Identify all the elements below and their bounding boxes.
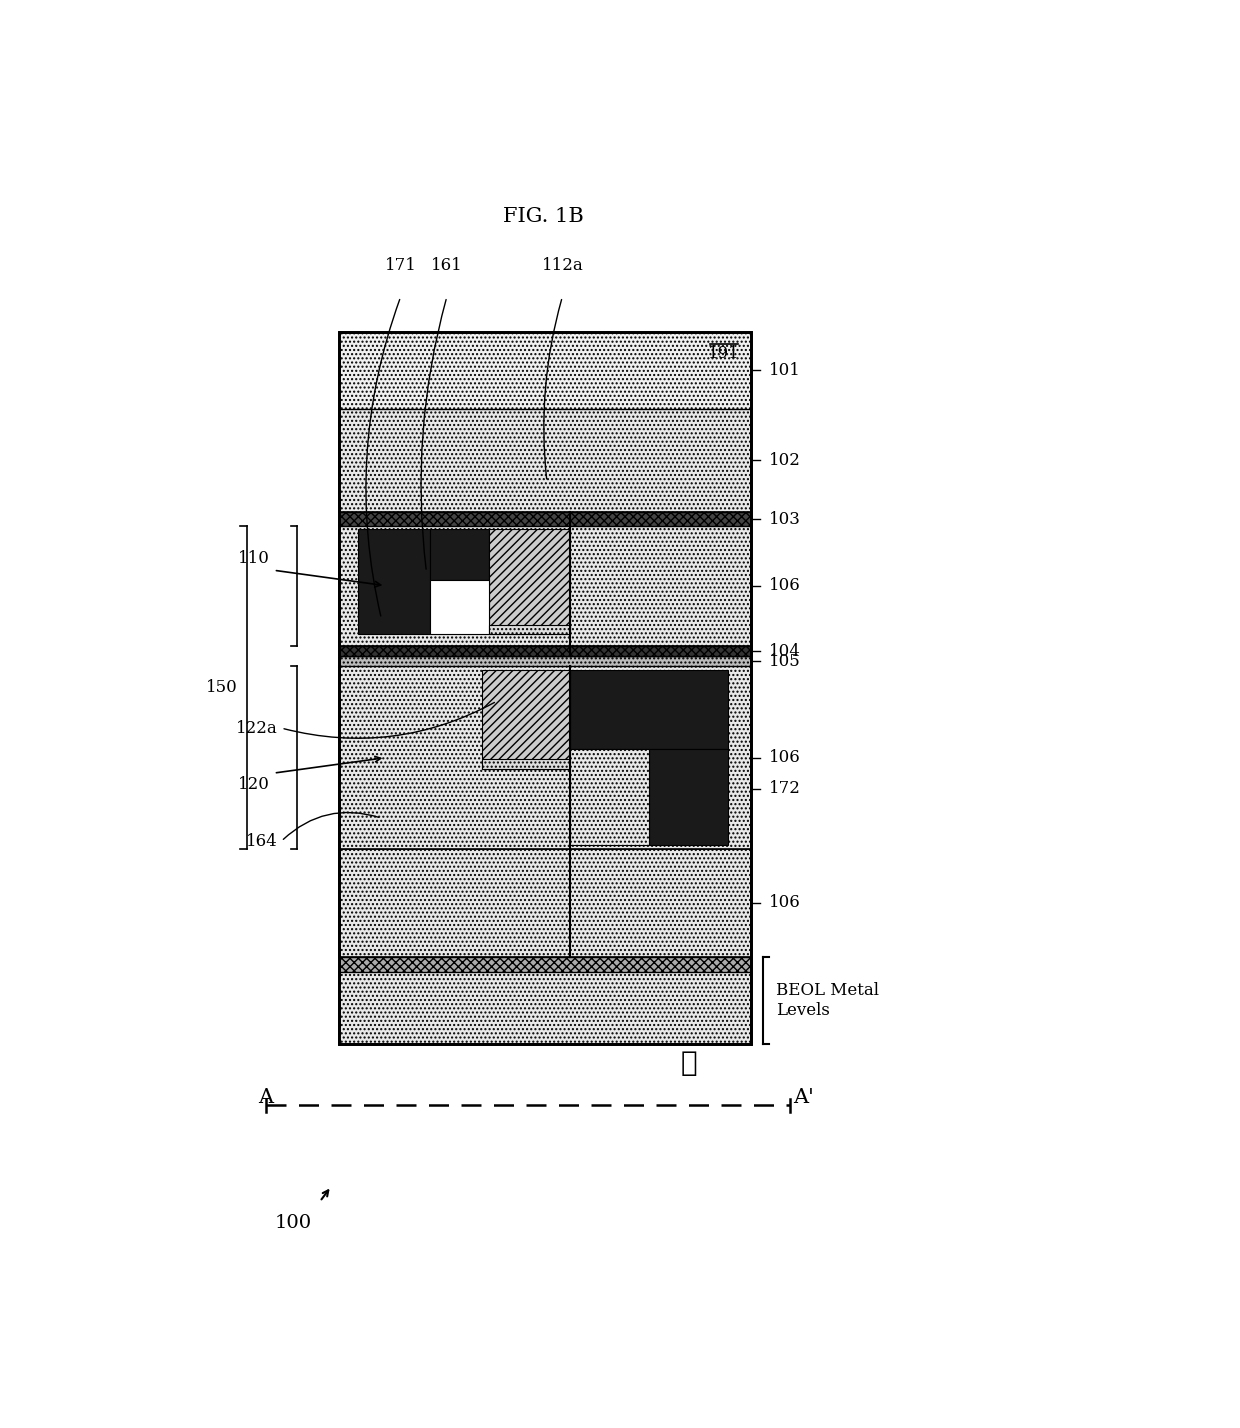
- Bar: [339, 667, 751, 850]
- Text: A: A: [258, 1088, 274, 1108]
- Text: 171: 171: [384, 257, 417, 274]
- Text: 106: 106: [769, 750, 801, 767]
- Bar: [570, 670, 728, 748]
- Text: 106: 106: [769, 577, 801, 594]
- Bar: [339, 513, 751, 526]
- Text: 150: 150: [206, 678, 237, 695]
- Text: 101: 101: [769, 361, 801, 378]
- Bar: [339, 972, 751, 1044]
- Bar: [570, 748, 649, 845]
- Bar: [339, 331, 751, 1044]
- Bar: [430, 580, 490, 634]
- Bar: [339, 526, 751, 645]
- Text: 112a: 112a: [542, 257, 583, 274]
- Text: 161: 161: [432, 257, 463, 274]
- Text: FIG. 1B: FIG. 1B: [502, 207, 584, 226]
- Text: 105: 105: [769, 653, 801, 670]
- Text: 104: 104: [769, 643, 801, 660]
- Text: 102: 102: [769, 453, 801, 468]
- Bar: [339, 645, 751, 657]
- Text: 120: 120: [238, 777, 270, 793]
- Text: 172: 172: [769, 780, 801, 797]
- Bar: [339, 408, 751, 513]
- Bar: [358, 530, 430, 634]
- Bar: [430, 530, 490, 580]
- Text: A': A': [794, 1088, 815, 1108]
- Bar: [649, 748, 728, 845]
- Text: ⋮: ⋮: [681, 1050, 698, 1077]
- Text: 106: 106: [769, 894, 801, 911]
- Text: 191: 191: [708, 346, 740, 363]
- Text: 110: 110: [238, 550, 270, 567]
- Text: 164: 164: [246, 833, 278, 850]
- Bar: [339, 850, 751, 957]
- Text: 122a: 122a: [236, 720, 278, 737]
- Text: 103: 103: [769, 511, 801, 527]
- Bar: [339, 331, 751, 1044]
- Bar: [481, 670, 570, 768]
- Bar: [339, 657, 751, 667]
- Bar: [490, 625, 570, 634]
- Text: 100: 100: [274, 1214, 311, 1232]
- Bar: [339, 957, 751, 972]
- Text: BEOL Metal
Levels: BEOL Metal Levels: [776, 982, 879, 1018]
- Bar: [490, 530, 570, 634]
- Bar: [481, 760, 570, 768]
- Bar: [339, 331, 751, 408]
